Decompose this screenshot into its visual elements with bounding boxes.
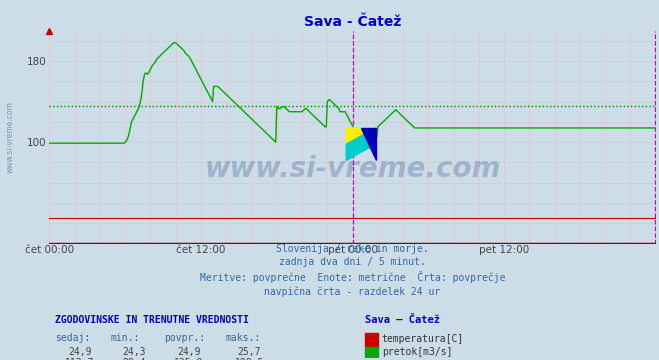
Text: www.si-vreme.com: www.si-vreme.com — [5, 101, 14, 173]
Text: 98,4: 98,4 — [123, 358, 146, 360]
Text: ZGODOVINSKE IN TRENUTNE VREDNOSTI: ZGODOVINSKE IN TRENUTNE VREDNOSTI — [55, 315, 249, 325]
Polygon shape — [361, 128, 376, 161]
Text: 135,9: 135,9 — [174, 358, 204, 360]
Bar — [364, 333, 378, 347]
Title: Sava - Čatež: Sava - Čatež — [304, 15, 401, 30]
Text: Slovenija / reke in morje.
zadnja dva dni / 5 minut.
Meritve: povprečne  Enote: : Slovenija / reke in morje. zadnja dva dn… — [200, 243, 505, 297]
Text: pretok[m3/s]: pretok[m3/s] — [382, 347, 452, 357]
Text: Sava – Čatež: Sava – Čatež — [364, 315, 440, 325]
Text: 24,9: 24,9 — [68, 347, 92, 357]
Text: povpr.:: povpr.: — [165, 333, 206, 343]
Text: www.si-vreme.com: www.si-vreme.com — [204, 155, 501, 183]
Text: 25,7: 25,7 — [238, 347, 261, 357]
Text: 113,7: 113,7 — [65, 358, 94, 360]
Text: 24,3: 24,3 — [123, 347, 146, 357]
Text: 24,9: 24,9 — [177, 347, 200, 357]
Text: min.:: min.: — [110, 333, 140, 343]
Text: maks.:: maks.: — [225, 333, 260, 343]
Text: sedaj:: sedaj: — [55, 333, 91, 343]
Polygon shape — [346, 128, 376, 144]
Text: 198,5: 198,5 — [235, 358, 264, 360]
Polygon shape — [346, 128, 376, 161]
Text: temperatura[C]: temperatura[C] — [382, 334, 464, 344]
Bar — [364, 347, 378, 360]
